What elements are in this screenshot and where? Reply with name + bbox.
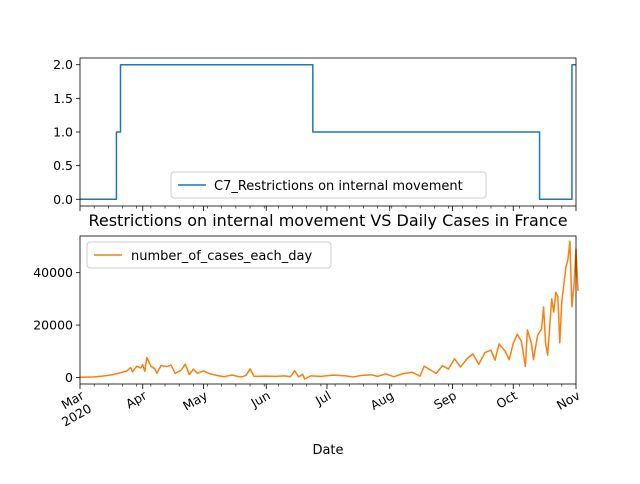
- x-tick-label: May: [180, 387, 210, 413]
- restrictions-subplot: 0.0 0.5 1.0 1.5 2.0 C7_Restrictions on inter…: [53, 57, 577, 211]
- restrictions-series-line: [80, 63, 576, 201]
- legend-label-daily-cases: number_of_cases_each_day: [131, 249, 312, 264]
- chart-title: Restrictions on internal movement VS Dai…: [88, 211, 567, 230]
- restrictions-y-tick-label: 1.0: [53, 125, 73, 140]
- daily-cases-y-tick-label: 0: [65, 370, 73, 385]
- x-axis-label: Date: [312, 443, 343, 458]
- daily-cases-legend: number_of_cases_each_day: [86, 241, 332, 269]
- x-tick-label: Apr: [123, 387, 150, 411]
- x-tick-label: Jun: [247, 388, 272, 411]
- daily-cases-axes-frame: [79, 235, 577, 385]
- daily-cases-y-tick-label: 20000: [33, 318, 73, 333]
- legend-box: [86, 241, 332, 269]
- x-tick-label: Oct: [494, 388, 520, 412]
- restrictions-y-tick-label: 0.5: [53, 158, 73, 173]
- x-tick-label: Jul: [312, 388, 333, 409]
- x-tick-label: Nov: [554, 387, 583, 412]
- legend-box: [170, 171, 487, 199]
- daily-cases-y-axis: 0 20000 40000: [33, 265, 80, 385]
- daily-cases-x-axis: Mar2020 Apr May Jun Jul Aug Sep Oct Nov: [51, 384, 583, 429]
- x-tick-label: Mar2020: [51, 387, 94, 429]
- restrictions-legend: C7_Restrictions on internal movement: [170, 171, 487, 199]
- daily-cases-plot-area: [79, 240, 579, 380]
- daily-cases-y-tick-label: 40000: [33, 265, 73, 280]
- legend-label-restrictions: C7_Restrictions on internal movement: [214, 179, 463, 194]
- x-tick-label: Aug: [368, 388, 397, 413]
- daily-cases-subplot: Restrictions on internal movement VS Dai…: [33, 211, 583, 458]
- restrictions-y-axis: 0.0 0.5 1.0 1.5 2.0: [53, 57, 577, 211]
- restrictions-y-tick-label: 1.5: [53, 91, 73, 106]
- restrictions-y-tick-label: 2.0: [53, 57, 73, 72]
- daily-cases-series-line: [79, 240, 579, 380]
- restrictions-axes-frame: [79, 57, 577, 207]
- restrictions-y-tick-label: 0.0: [53, 192, 73, 207]
- restrictions-plot-area: [80, 63, 576, 201]
- x-tick-label: Sep: [431, 388, 459, 413]
